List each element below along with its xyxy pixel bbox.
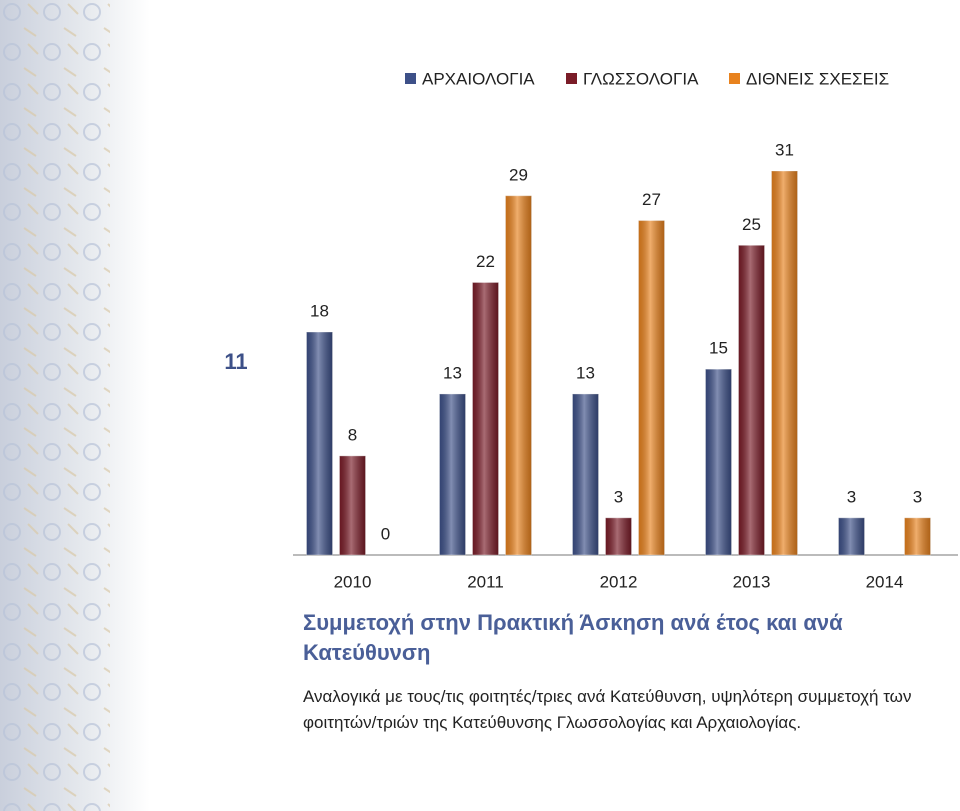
- data-label: 29: [509, 165, 528, 184]
- bar-shine: [771, 171, 798, 555]
- bar-shine: [572, 393, 599, 555]
- legend-label: ΔΙΘΝΕΙΣ ΣΧΕΣΕΙΣ: [746, 69, 889, 88]
- background-mosaic: [0, 0, 110, 811]
- data-label: 25: [742, 215, 761, 234]
- legend-swatch: [566, 73, 577, 84]
- x-tick-label: 2014: [866, 572, 904, 591]
- bar-shine: [705, 369, 732, 555]
- data-label: 18: [310, 302, 329, 321]
- data-label: 15: [709, 339, 728, 358]
- data-label: 0: [381, 524, 390, 543]
- data-label: 3: [847, 487, 856, 506]
- data-label: 13: [443, 363, 462, 382]
- legend-swatch: [405, 73, 416, 84]
- legend-swatch: [729, 73, 740, 84]
- x-tick-label: 2010: [334, 572, 372, 591]
- bar-shine: [605, 517, 632, 555]
- bar-shine: [638, 220, 665, 555]
- bar-shine: [472, 282, 499, 555]
- bar-shine: [738, 245, 765, 556]
- bar-shine: [505, 195, 532, 555]
- data-label: 8: [348, 425, 357, 444]
- page-number: 11: [224, 349, 247, 374]
- data-label: 31: [775, 140, 794, 159]
- bar-shine: [339, 455, 366, 555]
- bar-shine: [306, 332, 333, 555]
- x-tick-label: 2011: [467, 572, 504, 591]
- bar-shine: [439, 393, 466, 555]
- bar-shine: [904, 517, 931, 555]
- slide-text: Αναλογικά με τους/τις φοιτητές/τριες ανά…: [303, 687, 912, 732]
- data-label: 22: [476, 252, 495, 271]
- slide-title: Συμμετοχή στην Πρακτική Άσκηση ανά έτος …: [303, 610, 843, 665]
- legend-label: ΑΡΧΑΙΟΛΟΓΙΑ: [422, 69, 535, 88]
- bar-shine: [838, 517, 865, 555]
- x-tick-label: 2012: [600, 572, 638, 591]
- legend-label: ΓΛΩΣΣΟΛΟΓΙΑ: [583, 69, 699, 88]
- data-label: 3: [913, 487, 922, 506]
- data-label: 3: [614, 487, 623, 506]
- data-label: 13: [576, 363, 595, 382]
- data-label: 27: [642, 190, 661, 209]
- x-tick-label: 2013: [733, 572, 771, 591]
